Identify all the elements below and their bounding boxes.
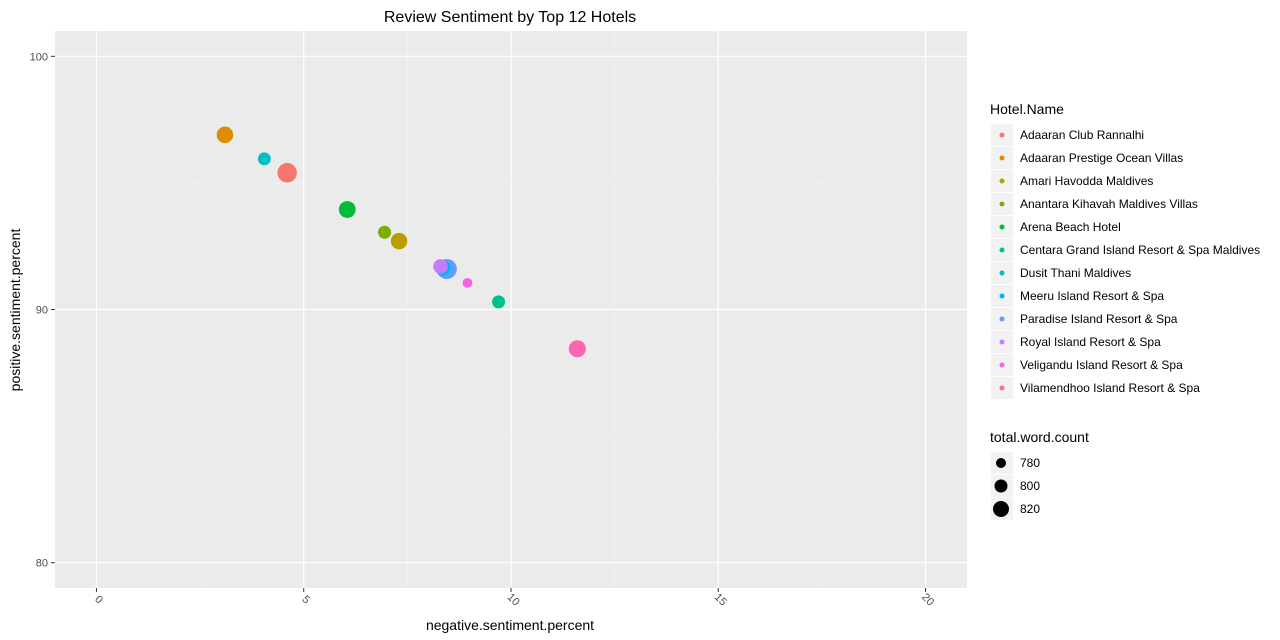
x-axis-title: negative.sentiment.percent xyxy=(426,617,594,633)
major-gridlines xyxy=(55,31,967,588)
data-point xyxy=(338,201,356,218)
color-legend-swatch xyxy=(999,270,1005,276)
color-legend-label: Adaaran Club Rannalhi xyxy=(1020,128,1144,142)
color-legend-label: Arena Beach Hotel xyxy=(1020,220,1121,234)
color-legend-label: Adaaran Prestige Ocean Villas xyxy=(1020,151,1183,165)
color-legend-swatch xyxy=(999,385,1005,391)
color-legend-swatch xyxy=(999,339,1005,345)
size-legend-title: total.word.count xyxy=(990,429,1089,445)
size-legend-swatch xyxy=(994,479,1008,493)
data-point xyxy=(462,277,473,288)
color-legend-swatch xyxy=(999,155,1005,161)
color-legend-label: Veligandu Island Resort & Spa xyxy=(1020,358,1183,372)
size-legend: total.word.count 780 800 820 xyxy=(990,429,1089,520)
color-legend: Hotel.Name Adaaran Club Rannalhi Adaaran … xyxy=(990,101,1260,399)
y-tick-label: 90 xyxy=(36,305,48,317)
color-legend-swatch xyxy=(999,224,1005,230)
color-legend-swatch xyxy=(999,132,1005,138)
color-legend-swatch xyxy=(999,362,1005,368)
data-point xyxy=(492,295,506,309)
chart-title: Review Sentiment by Top 12 Hotels xyxy=(384,9,636,26)
x-tick-label: 20 xyxy=(919,591,936,608)
y-axis-title: positive.sentiment.percent xyxy=(7,229,23,392)
color-legend-label: Paradise Island Resort & Spa xyxy=(1020,312,1178,326)
data-point xyxy=(277,163,297,183)
size-legend-label: 780 xyxy=(1020,456,1040,470)
color-legend-swatch xyxy=(999,178,1005,184)
color-legend-label: Meeru Island Resort & Spa xyxy=(1020,289,1164,303)
x-tick-label: 0 xyxy=(92,593,105,606)
x-tick-label: 10 xyxy=(505,591,522,608)
size-legend-swatch xyxy=(996,458,1006,468)
size-legend-label: 800 xyxy=(1020,479,1040,493)
data-point xyxy=(433,259,448,274)
y-tick-label: 100 xyxy=(30,51,48,63)
size-legend-swatch xyxy=(993,501,1009,517)
size-legend-label: 820 xyxy=(1020,502,1040,516)
color-legend-label: Vilamendhoo Island Resort & Spa xyxy=(1020,381,1200,395)
color-legend-title: Hotel.Name xyxy=(990,101,1064,117)
data-point xyxy=(216,126,234,144)
color-legend-swatch xyxy=(999,247,1005,253)
data-points xyxy=(216,126,586,358)
color-legend-swatch xyxy=(999,201,1005,207)
color-legend-label: Royal Island Resort & Spa xyxy=(1020,335,1161,349)
data-point xyxy=(378,225,392,239)
x-axis-ticks: 0 5 10 15 20 xyxy=(92,588,936,608)
color-legend-label: Dusit Thani Maldives xyxy=(1020,266,1131,280)
color-legend-swatch xyxy=(999,293,1005,299)
data-point xyxy=(390,232,408,250)
color-legend-label: Amari Havodda Maldives xyxy=(1020,174,1153,188)
y-tick-label: 80 xyxy=(36,558,48,570)
data-point xyxy=(568,340,586,358)
data-point xyxy=(257,152,271,166)
color-legend-swatch xyxy=(999,316,1005,322)
color-legend-label: Anantara Kihavah Maldives Villas xyxy=(1020,197,1198,211)
x-tick-label: 5 xyxy=(299,593,312,606)
x-tick-label: 15 xyxy=(712,591,729,608)
y-axis-ticks: 80 90 100 xyxy=(30,51,55,570)
color-legend-label: Centara Grand Island Resort & Spa Maldiv… xyxy=(1020,243,1260,257)
